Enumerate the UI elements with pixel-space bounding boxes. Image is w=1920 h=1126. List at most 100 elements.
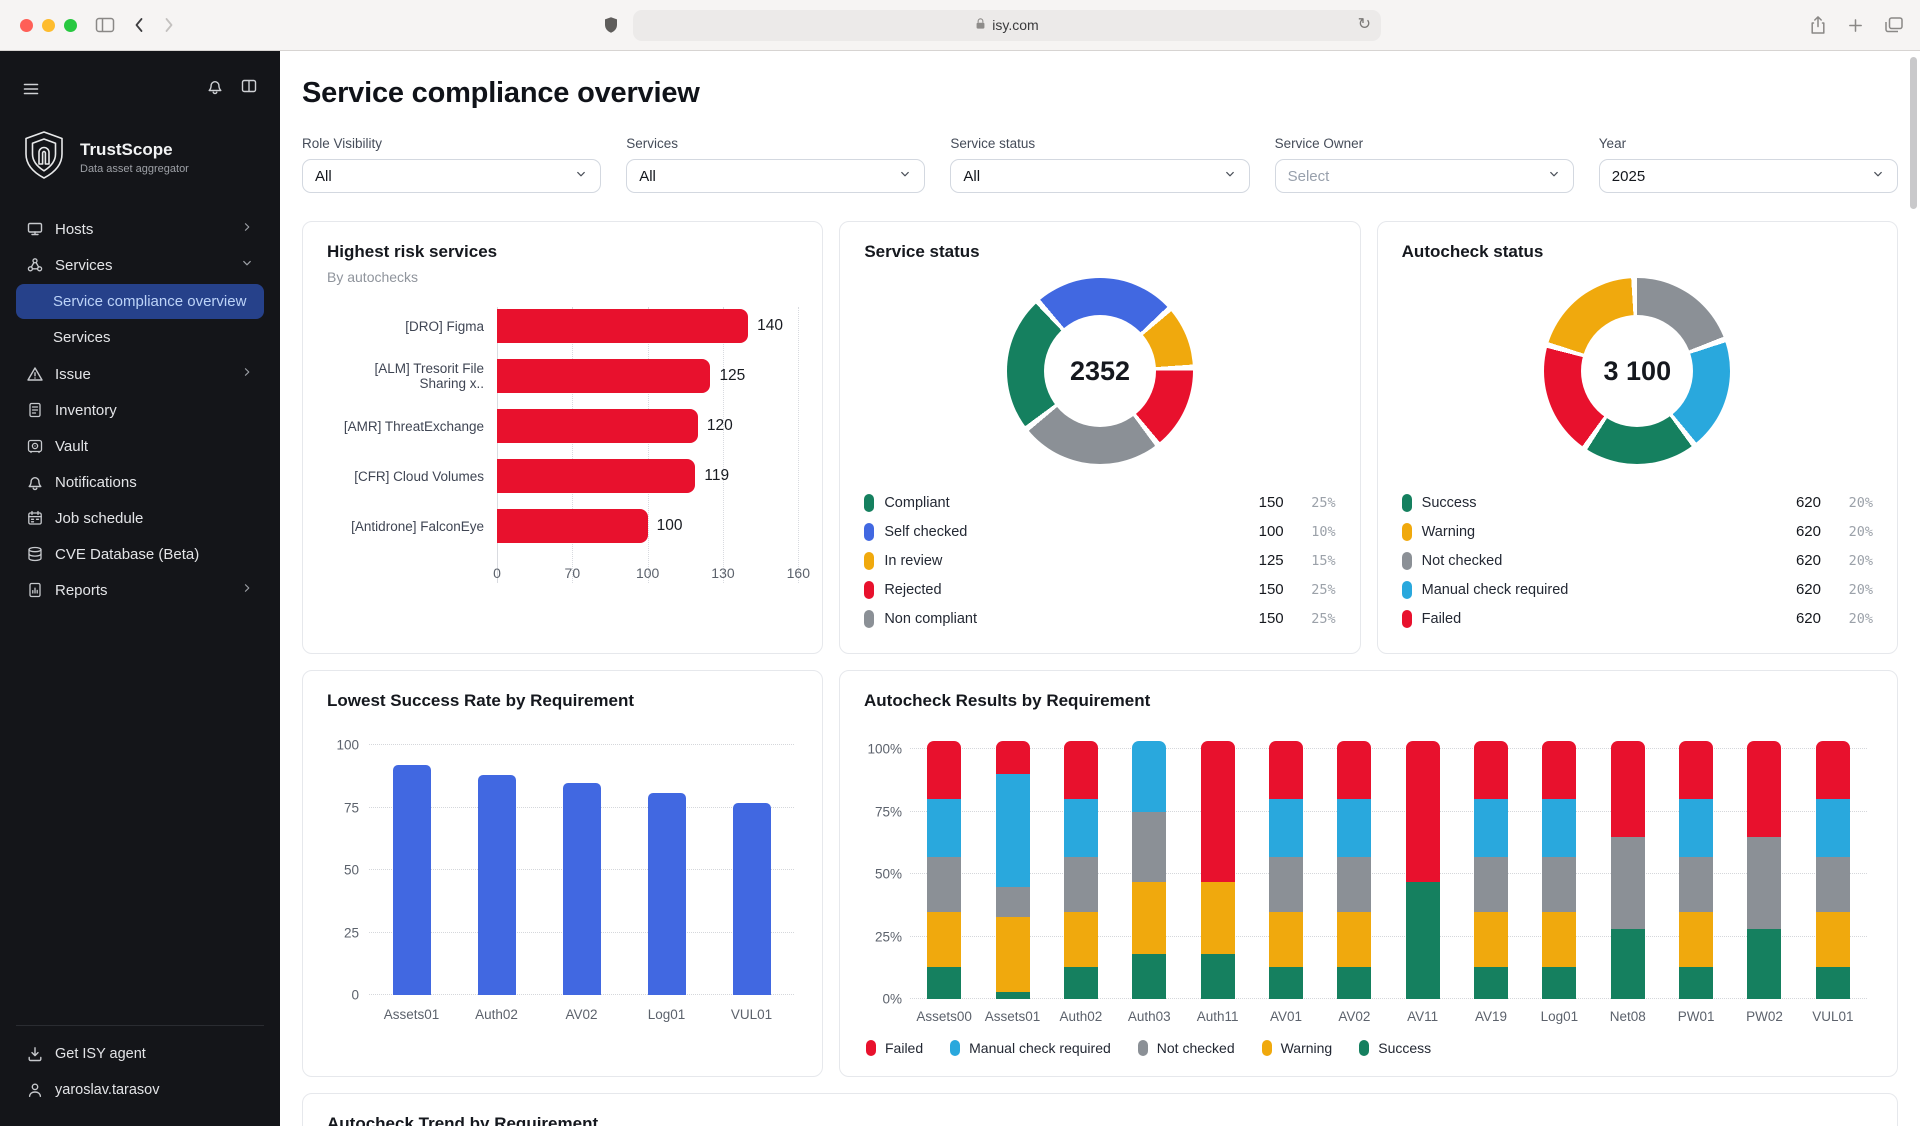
- filter-select-service-owner[interactable]: Select: [1274, 159, 1574, 193]
- gridline: 50%: [875, 867, 1867, 882]
- sidebar-bell-icon[interactable]: [206, 77, 224, 100]
- brand: TrustScope Data asset aggregator: [22, 130, 258, 185]
- legend-percent: 20%: [1848, 494, 1873, 511]
- share-icon[interactable]: [1809, 15, 1827, 35]
- success-segment: [1405, 881, 1440, 999]
- legend-value: 620: [1795, 552, 1821, 569]
- axis-tick: AV02: [1338, 1009, 1371, 1024]
- non-compliant-swatch: [864, 609, 875, 628]
- legend-percent: 10%: [1311, 523, 1336, 540]
- sidebar-item-get-isy-agent[interactable]: Get ISY agent: [16, 1036, 264, 1072]
- sidebar-item-label: Reports: [55, 581, 108, 599]
- sidebar-item-issue[interactable]: Issue: [16, 356, 264, 392]
- minimize-window-button[interactable]: [42, 18, 55, 32]
- manual-check-required-segment: [1063, 799, 1098, 857]
- manual-check-required-segment: [927, 799, 962, 857]
- success-segment: [1679, 966, 1714, 999]
- autocheck-status-card: Autocheck status 3 100 Success 620 20% Warn…: [1376, 221, 1898, 654]
- trustscope-logo-icon: [22, 130, 66, 185]
- filter-select-service-status[interactable]: All: [950, 159, 1250, 193]
- chevron-down-icon: [240, 256, 254, 274]
- success-segment: [1474, 966, 1509, 999]
- services-icon: [26, 256, 44, 274]
- axis-tick: PW01: [1677, 1009, 1715, 1024]
- sidebar-item-inventory[interactable]: Inventory: [16, 392, 264, 428]
- database-icon: [26, 545, 44, 563]
- warning-segment: [1337, 911, 1372, 967]
- browser-sidebar-toggle-icon[interactable]: [95, 17, 115, 33]
- bar: [562, 782, 601, 995]
- browser-toolbar: isy.com ↻: [0, 0, 1920, 51]
- select-value: All: [963, 167, 981, 185]
- service-status-legend: Compliant 150 25% Self checked 100 10% In revi…: [864, 488, 1336, 633]
- axis-tick: VUL01: [1812, 1009, 1854, 1024]
- address-bar[interactable]: isy.com ↻: [633, 9, 1381, 41]
- sidebar-item-cve-database-beta[interactable]: CVE Database (Beta): [16, 536, 264, 572]
- legend-label: Not checked: [1421, 552, 1503, 569]
- not-checked-segment: [1268, 856, 1303, 912]
- sidebar-item-services[interactable]: Services: [16, 320, 264, 355]
- not-checked-segment: [1747, 836, 1782, 929]
- back-button[interactable]: [133, 16, 145, 34]
- axis-tick: AV19: [1475, 1009, 1508, 1024]
- menu-hamburger-icon[interactable]: [22, 80, 40, 98]
- sidebar-item-label: Get ISY agent: [55, 1046, 146, 1062]
- download-icon: [26, 1045, 44, 1063]
- sidebar-item-services[interactable]: Services: [16, 247, 264, 283]
- sidebar-item-label: Hosts: [55, 220, 94, 238]
- warning-segment: [1474, 911, 1509, 967]
- legend-value: 100: [1258, 523, 1284, 540]
- sidebar-item-job-schedule[interactable]: Job schedule: [16, 500, 264, 536]
- filter-select-role-visibility[interactable]: All: [302, 159, 602, 193]
- sidebar-item-hosts[interactable]: Hosts: [16, 211, 264, 247]
- zoom-window-button[interactable]: [64, 18, 77, 32]
- sidebar-item-label: Job schedule: [55, 509, 144, 527]
- warning-segment: [1268, 911, 1303, 967]
- sidebar-item-label: yaroslav.tarasov: [55, 1082, 160, 1098]
- sidebar-panel-icon[interactable]: [240, 77, 258, 100]
- success-segment: [927, 966, 962, 999]
- not-checked-segment: [1063, 856, 1098, 912]
- failed-segment: [1337, 741, 1372, 799]
- failed-segment: [1268, 741, 1303, 799]
- legend-value: 125: [1258, 552, 1284, 569]
- sidebar-item-vault[interactable]: Vault: [16, 428, 264, 464]
- axis-tick: Auth02: [475, 1007, 518, 1022]
- tab-overview-icon[interactable]: [1884, 16, 1904, 34]
- sidebar-item-label: CVE Database (Beta): [55, 545, 200, 563]
- bar-label: [ALM] Tresorit File Sharing x..: [374, 361, 484, 391]
- bar-value: 140: [757, 317, 783, 334]
- close-window-button[interactable]: [20, 18, 33, 32]
- legend-item-warning: Warning: [1261, 1040, 1332, 1056]
- sidebar-item-reports[interactable]: Reports: [16, 572, 264, 608]
- bar-column-log01: [1525, 741, 1593, 999]
- filter-select-year[interactable]: 2025: [1598, 159, 1898, 193]
- legend-label: Non compliant: [884, 610, 978, 627]
- manual-check-required-segment: [1474, 799, 1509, 857]
- forward-button[interactable]: [163, 16, 175, 34]
- sidebar-item-notifications[interactable]: Notifications: [16, 464, 264, 500]
- legend-value: 150: [1258, 610, 1284, 627]
- bar-row: [Antidrone] FalconEye 100: [327, 501, 798, 551]
- legend-label: Success: [1378, 1040, 1432, 1056]
- legend-percent: 25%: [1311, 581, 1336, 598]
- filter-select-services[interactable]: All: [626, 159, 926, 193]
- axis-tick: Auth11: [1196, 1009, 1239, 1024]
- privacy-shield-icon[interactable]: [603, 16, 619, 34]
- sidebar-item-yaroslav-tarasov[interactable]: yaroslav.tarasov: [16, 1072, 264, 1108]
- bar-column-assets00: [910, 741, 978, 999]
- manual-check-required-segment: [995, 774, 1030, 887]
- warning-segment: [1132, 881, 1167, 954]
- legend-label: Manual check required: [1421, 581, 1569, 598]
- new-tab-icon[interactable]: [1847, 17, 1864, 34]
- sidebar-item-label: Services: [53, 329, 111, 346]
- main-scrollbar[interactable]: [1910, 57, 1917, 209]
- axis-tick: 50%: [874, 866, 902, 882]
- sidebar-item-label: Services: [55, 256, 113, 274]
- axis-tick: AV02: [565, 1007, 598, 1022]
- axis-tick: 75: [343, 800, 359, 815]
- reload-icon[interactable]: ↻: [1357, 16, 1371, 33]
- sidebar-item-service-compliance-overview[interactable]: Service compliance overview: [16, 284, 264, 319]
- sidebar-item-label: Notifications: [55, 473, 137, 491]
- card-subtitle: By autochecks: [327, 269, 419, 285]
